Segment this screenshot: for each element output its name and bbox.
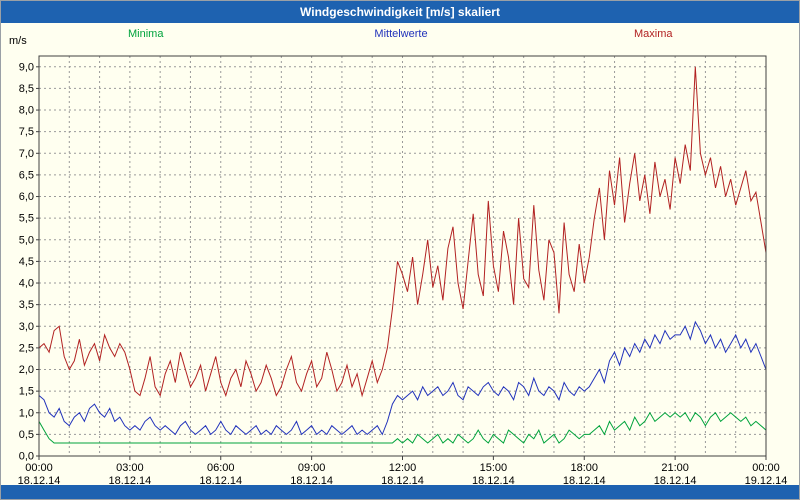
chart-legend: Minima Mittelwerte Maxima: [1, 28, 799, 44]
svg-text:6,0: 6,0: [19, 191, 34, 203]
svg-text:12:00: 12:00: [389, 462, 417, 474]
svg-text:2,5: 2,5: [19, 342, 34, 354]
legend-maxima-label: Maxima: [634, 28, 673, 40]
svg-text:09:00: 09:00: [298, 462, 326, 474]
svg-text:8,0: 8,0: [19, 105, 34, 117]
svg-text:18.12.14: 18.12.14: [654, 475, 697, 487]
svg-text:19.12.14: 19.12.14: [745, 475, 788, 487]
svg-text:1,0: 1,0: [19, 407, 34, 419]
svg-text:18.12.14: 18.12.14: [18, 475, 61, 487]
legend-minima-label: Minima: [128, 28, 164, 40]
svg-text:0,0: 0,0: [19, 451, 34, 463]
chart-panel: m/s Minima Mittelwerte Maxima 0,0 0,5 1,0 1…: [1, 23, 799, 487]
svg-text:03:00: 03:00: [116, 462, 144, 474]
svg-text:00:00: 00:00: [25, 462, 53, 474]
title-bar: Windgeschwindigkeit [m/s] skaliert: [1, 1, 799, 23]
svg-text:0,5: 0,5: [19, 429, 34, 441]
svg-text:1,5: 1,5: [19, 386, 34, 398]
svg-text:18.12.14: 18.12.14: [381, 475, 424, 487]
svg-text:5,0: 5,0: [19, 234, 34, 246]
svg-text:3,5: 3,5: [19, 299, 34, 311]
svg-text:6,5: 6,5: [19, 169, 34, 181]
window-title: Windgeschwindigkeit [m/s] skaliert: [300, 5, 500, 19]
svg-text:18:00: 18:00: [570, 462, 598, 474]
svg-text:9,0: 9,0: [19, 61, 34, 73]
svg-text:21:00: 21:00: [661, 462, 689, 474]
svg-text:8,5: 8,5: [19, 83, 34, 95]
wind-speed-line-chart: 0,0 0,5 1,0 1,5 2,0 2,5 3,0 3,5 4,0 4,5 5,0 5,5 6,0 6…: [18, 55, 788, 487]
svg-text:5,5: 5,5: [19, 213, 34, 225]
svg-text:7,0: 7,0: [19, 148, 34, 160]
svg-text:15:00: 15:00: [480, 462, 508, 474]
svg-text:18.12.14: 18.12.14: [108, 475, 151, 487]
svg-text:2,0: 2,0: [19, 364, 34, 376]
legend-mittelwerte-label: Mittelwerte: [374, 28, 428, 40]
svg-text:00:00: 00:00: [752, 462, 780, 474]
y-axis-unit-label: m/s: [9, 35, 27, 47]
svg-text:06:00: 06:00: [207, 462, 235, 474]
svg-text:4,0: 4,0: [19, 278, 34, 290]
svg-text:18.12.14: 18.12.14: [472, 475, 515, 487]
svg-text:7,5: 7,5: [19, 126, 34, 138]
svg-text:18.12.14: 18.12.14: [290, 475, 333, 487]
svg-text:4,5: 4,5: [19, 256, 34, 268]
svg-text:18.12.14: 18.12.14: [563, 475, 606, 487]
svg-text:3,0: 3,0: [19, 321, 34, 333]
svg-text:18.12.14: 18.12.14: [199, 475, 242, 487]
bottom-status-bar: [1, 485, 799, 499]
